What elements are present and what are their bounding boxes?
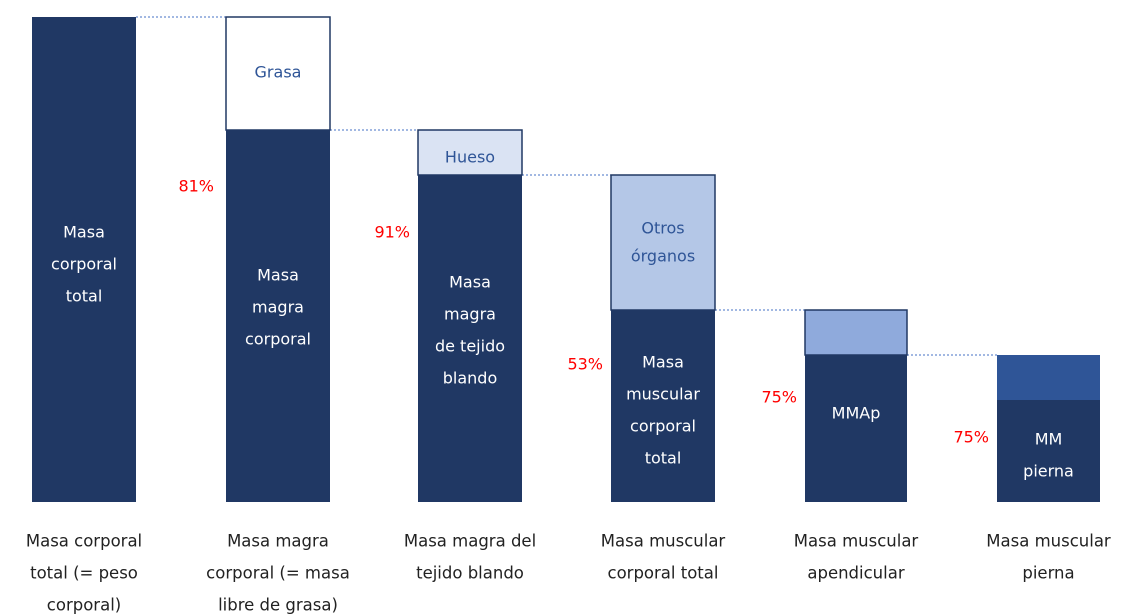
column-label: Masa magra xyxy=(227,532,329,551)
column-label: corporal (= masa xyxy=(206,564,350,583)
column-label: Masa magra del xyxy=(404,532,536,551)
segment-label: de tejido xyxy=(435,337,505,356)
column-label: Masa muscular xyxy=(794,532,919,551)
segment xyxy=(997,400,1100,502)
segment-label: muscular xyxy=(626,385,700,404)
column-label: Masa muscular xyxy=(986,532,1111,551)
segment xyxy=(997,355,1100,400)
column-label: tejido blando xyxy=(416,564,524,583)
segment-label: magra xyxy=(252,298,304,317)
segment-label: Masa xyxy=(449,273,491,292)
segment-label: total xyxy=(645,449,682,468)
segment xyxy=(804,309,908,356)
segment-label: magra xyxy=(444,305,496,324)
segment-label: Otros xyxy=(641,219,684,238)
percent-label: 75% xyxy=(761,388,797,407)
segment-label: corporal xyxy=(51,255,117,274)
column-label: corporal) xyxy=(47,596,121,615)
column-label: libre de grasa) xyxy=(218,596,338,615)
segment-label: corporal xyxy=(245,330,311,349)
segment-label: total xyxy=(66,287,103,306)
segment xyxy=(226,130,330,502)
segment xyxy=(610,174,716,311)
column-label: Masa corporal xyxy=(26,532,142,551)
percent-label: 81% xyxy=(178,177,214,196)
column-label: Masa muscular xyxy=(601,532,726,551)
segment-label: blando xyxy=(443,369,498,388)
segment xyxy=(418,175,522,502)
percent-label: 53% xyxy=(567,355,603,374)
percent-label: 75% xyxy=(953,428,989,447)
segment-label: Hueso xyxy=(445,148,495,167)
percent-label: 91% xyxy=(374,223,410,242)
column-label: total (= peso xyxy=(30,564,138,583)
segment xyxy=(225,16,331,131)
column-label: apendicular xyxy=(807,564,904,583)
segment-label: MM xyxy=(1035,430,1063,449)
column-label: pierna xyxy=(1022,564,1074,583)
segment-label: Masa xyxy=(63,223,105,242)
segment-label: corporal xyxy=(630,417,696,436)
segment xyxy=(611,310,715,502)
segment-label: MMAp xyxy=(832,404,881,423)
segment-label: Grasa xyxy=(255,63,302,82)
segment-label: Masa xyxy=(642,353,684,372)
segment xyxy=(805,355,907,502)
column-label: corporal total xyxy=(608,564,719,583)
segment-label: pierna xyxy=(1023,462,1074,481)
segment xyxy=(32,17,136,502)
segment-label: órganos xyxy=(631,247,695,266)
segment-label: Masa xyxy=(257,266,299,285)
